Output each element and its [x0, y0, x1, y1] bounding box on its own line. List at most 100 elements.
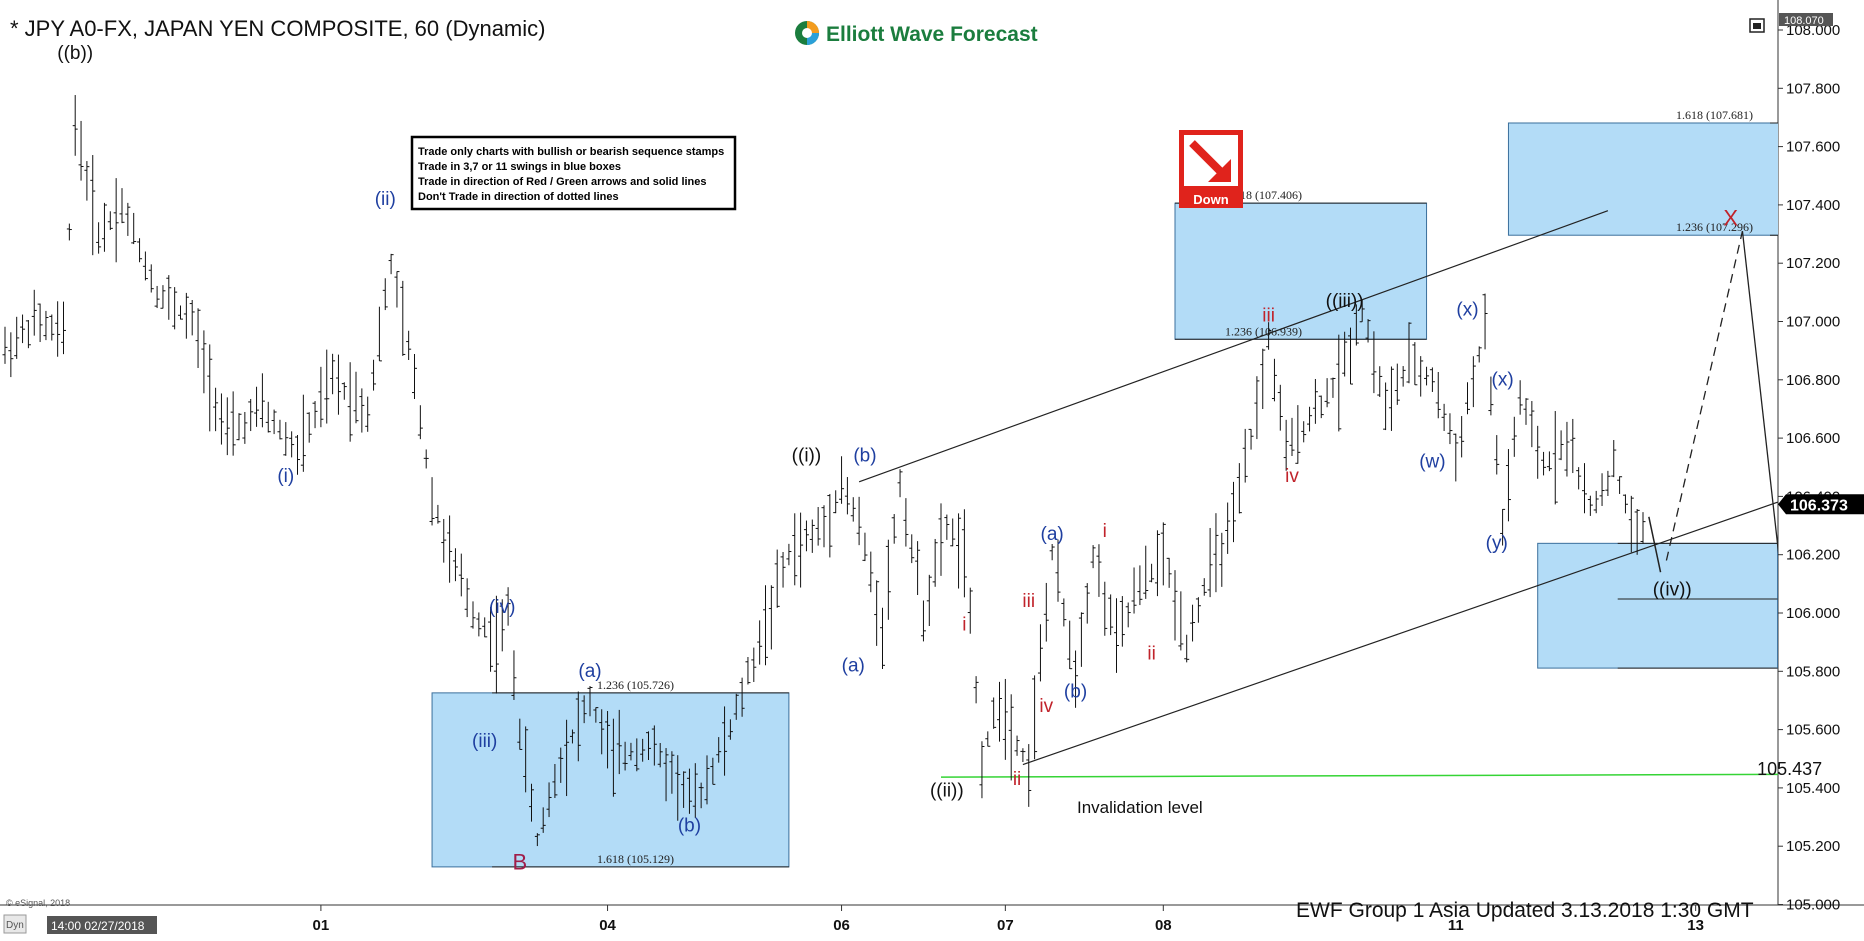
- wave-label: (i): [277, 466, 294, 487]
- down-sequence-stamp: Down: [1179, 130, 1243, 208]
- wave-label: (a): [1041, 524, 1064, 545]
- wave-label: iv: [1285, 466, 1299, 487]
- y-ticks: 108.000 107.800 107.600 107.400 107.200 107.0…: [1778, 13, 1864, 914]
- y-tick-label: 105.200: [1786, 838, 1840, 855]
- fib-label: 1.236 (105.726): [597, 678, 674, 692]
- invalidation-price-label: 105.437: [1757, 759, 1822, 779]
- wave-label: X: [1723, 205, 1738, 230]
- top-price-tag-label: 108.070: [1784, 15, 1824, 27]
- wave-label: (a): [842, 655, 865, 676]
- x-ticks: 01 04 06 07 08 11 13: [313, 905, 1704, 934]
- top-price-tag: [1779, 13, 1833, 26]
- rules-line-1: Trade only charts with bullish or bearis…: [418, 146, 724, 158]
- wave-label: i: [962, 614, 966, 635]
- wave-label: (x): [1456, 300, 1478, 321]
- fib-label: 1.618 (105.129): [597, 852, 674, 866]
- fib-label: 1.236 (107.296): [1676, 220, 1753, 234]
- wave-label: ii: [1013, 769, 1021, 790]
- y-tick-label: 105.000: [1786, 897, 1840, 914]
- wave-label: iii: [1262, 306, 1275, 327]
- x-tick-label: 01: [313, 917, 330, 934]
- wave-label: (x): [1492, 370, 1514, 391]
- wave-label: ((ii)): [930, 781, 964, 802]
- wave-label: (ii): [375, 189, 396, 210]
- invalidation-line: [940, 773, 1778, 778]
- wave-label: ((iv)): [1653, 580, 1692, 601]
- brand-logo: Elliott Wave Forecast: [795, 21, 1038, 46]
- y-tick-label: 105.800: [1786, 663, 1840, 680]
- y-tick-label: 107.400: [1786, 197, 1840, 214]
- target-box: [1537, 542, 1778, 669]
- fib-label: 1.618 (107.681): [1676, 108, 1753, 122]
- channel-line: [858, 210, 1609, 483]
- chart-title: * JPY A0-FX, JAPAN YEN COMPOSITE, 60 (Dy…: [10, 16, 545, 41]
- x-tick-label: 11: [1448, 917, 1464, 934]
- stamp-label: Down: [1193, 192, 1228, 207]
- down-arrow-icon: [1189, 140, 1227, 178]
- target-box: [1507, 122, 1778, 236]
- x-tick-label: 07: [997, 917, 1014, 934]
- wave-label: iv: [1039, 696, 1053, 717]
- y-tick-label: 105.400: [1786, 780, 1840, 797]
- wave-label: (b): [853, 445, 876, 466]
- rules-box: Trade only charts with bullish or bearis…: [410, 135, 737, 211]
- rules-line-4: Don't Trade in direction of dotted lines: [418, 191, 619, 203]
- x-tick-label: 08: [1155, 917, 1172, 934]
- y-tick-label: 107.800: [1786, 80, 1840, 97]
- y-tick-label: 107.000: [1786, 314, 1840, 331]
- brand-logo-icon: [795, 21, 819, 45]
- projection-target: [1741, 231, 1778, 554]
- wave-label: (b): [678, 816, 701, 837]
- last-price-label: 106.373: [1790, 497, 1848, 514]
- wave-label: (b): [1064, 682, 1087, 703]
- update-text: EWF Group 1 Asia Updated 3.13.2018 1:30 …: [1296, 899, 1754, 922]
- projection-dashed: [1665, 230, 1744, 561]
- y-tick-label: 108.000: [1786, 22, 1840, 39]
- rules-line-3: Trade in direction of Red / Green arrows…: [418, 176, 707, 188]
- cursor-time-box: Dyn 14:00 02/27/2018: [3, 914, 157, 934]
- wave-label: (iv): [489, 597, 515, 618]
- fib-label: 1.236 (106.939): [1225, 324, 1302, 338]
- wave-label: (w): [1419, 451, 1445, 472]
- wave-label: ((iii)): [1326, 291, 1364, 312]
- y-tick-label: 107.600: [1786, 139, 1840, 156]
- rules-line-2: Trade in 3,7 or 11 swings in blue boxes: [418, 161, 621, 173]
- invalidation-text: Invalidation level: [1077, 798, 1203, 817]
- wave-label: ((i)): [792, 445, 822, 466]
- wave-label: ii: [1147, 644, 1155, 665]
- last-price-tag: [1778, 494, 1864, 515]
- fib-label: 1.618 (107.406): [1225, 188, 1302, 202]
- x-tick-label: 04: [599, 917, 616, 934]
- wave-labels: ((b)) (i) (ii) (iv) (iii) (a) (b) B ((i)) (b) (a) (…: [57, 43, 1822, 874]
- target-box: [1174, 202, 1428, 340]
- copyright-text: © eSignal, 2018: [6, 898, 70, 908]
- window-restore-icon[interactable]: [1749, 18, 1765, 33]
- channel-lines: [858, 210, 1778, 778]
- y-tick-label: 105.600: [1786, 722, 1840, 739]
- price-bars: [2, 95, 1646, 847]
- target-box: [431, 692, 790, 868]
- channel-line: [1022, 501, 1778, 766]
- wave-label: i: [1103, 521, 1107, 542]
- plot-area: [0, 0, 1778, 905]
- x-tick-label: 13: [1687, 917, 1704, 934]
- dyn-label: Dyn: [6, 920, 24, 931]
- wave-label: iii: [1022, 591, 1035, 612]
- cursor-time: 14:00 02/27/2018: [51, 919, 145, 933]
- blue-boxes: 1.236 (105.726) 1.618 (105.129) 1.618 (107…: [431, 108, 1778, 868]
- y-tick-label: 106.600: [1786, 430, 1840, 447]
- projection-solid: [1648, 516, 1662, 573]
- wave-label: B: [512, 850, 527, 875]
- x-tick-label: 06: [833, 917, 850, 934]
- y-tick-label: 107.200: [1786, 255, 1840, 272]
- y-tick-label: 106.800: [1786, 372, 1840, 389]
- y-tick-label: 106.000: [1786, 605, 1840, 622]
- wave-label: (y): [1486, 533, 1508, 554]
- wave-label: ((b)): [57, 43, 93, 64]
- wave-label: (iii): [472, 731, 497, 752]
- y-tick-label: 106.200: [1786, 547, 1840, 564]
- wave-label: (a): [578, 661, 601, 682]
- brand-name: Elliott Wave Forecast: [826, 23, 1038, 46]
- price-axis: [1778, 0, 1864, 941]
